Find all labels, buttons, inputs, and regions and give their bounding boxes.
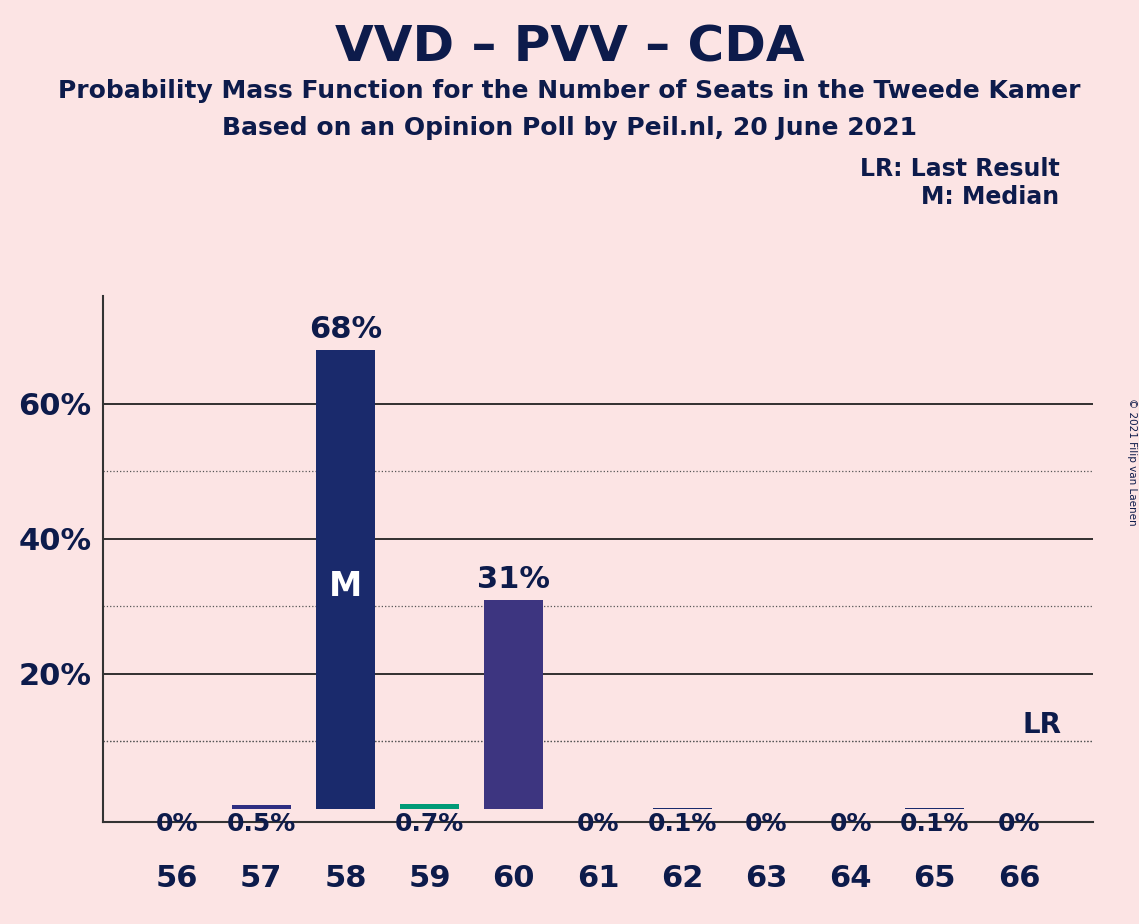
Text: 0%: 0% — [576, 812, 620, 836]
Text: LR: LR — [1022, 711, 1062, 738]
Text: 0%: 0% — [745, 812, 787, 836]
Text: 31%: 31% — [477, 565, 550, 594]
Text: 0.1%: 0.1% — [647, 812, 716, 836]
Text: LR: Last Result: LR: Last Result — [860, 157, 1059, 181]
Text: 0%: 0% — [998, 812, 1040, 836]
Text: Based on an Opinion Poll by Peil.nl, 20 June 2021: Based on an Opinion Poll by Peil.nl, 20 … — [222, 116, 917, 140]
Text: 68%: 68% — [309, 315, 382, 345]
Bar — [484, 600, 543, 808]
Text: 0.7%: 0.7% — [395, 812, 465, 836]
Text: 0.5%: 0.5% — [227, 812, 296, 836]
Text: Probability Mass Function for the Number of Seats in the Tweede Kamer: Probability Mass Function for the Number… — [58, 79, 1081, 103]
Bar — [231, 806, 290, 808]
Text: 0%: 0% — [829, 812, 871, 836]
Bar — [316, 349, 375, 808]
Bar — [400, 804, 459, 808]
Text: 0.1%: 0.1% — [900, 812, 969, 836]
Text: © 2021 Filip van Laenen: © 2021 Filip van Laenen — [1126, 398, 1137, 526]
Text: M: Median: M: Median — [921, 185, 1059, 209]
Text: M: M — [329, 569, 362, 602]
Text: 0%: 0% — [156, 812, 198, 836]
Text: VVD – PVV – CDA: VVD – PVV – CDA — [335, 23, 804, 71]
